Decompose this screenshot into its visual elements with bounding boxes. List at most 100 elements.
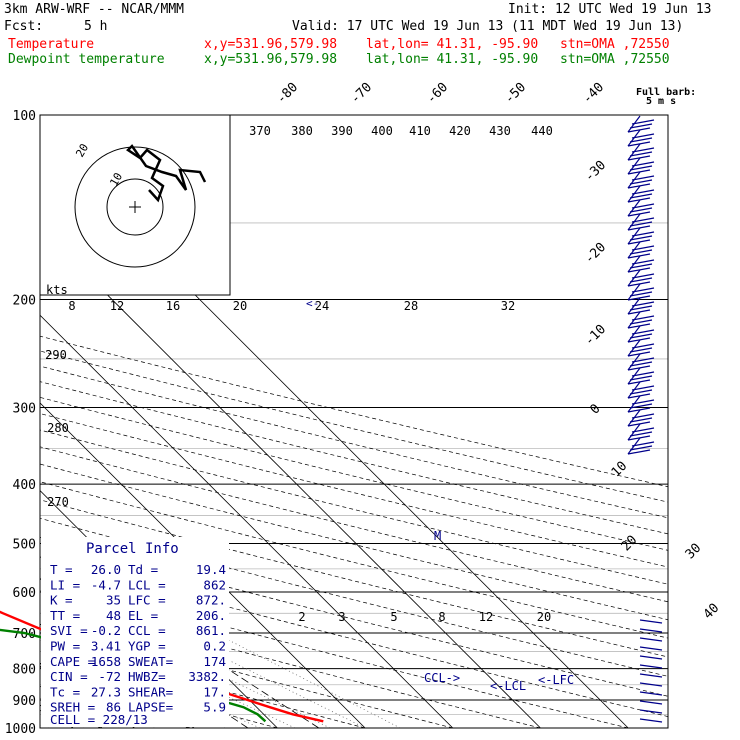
wind-barb-flag <box>629 151 653 157</box>
wind-barb-flag <box>629 193 653 199</box>
hodograph-kts-label: kts <box>46 283 68 297</box>
wind-barb-flag <box>631 427 655 433</box>
wind-barb-low <box>639 628 663 633</box>
pressure-tick-label: 100 <box>13 109 36 124</box>
hodograph-speed-label: 32 <box>501 299 515 313</box>
wind-barb-flag <box>627 407 651 413</box>
wind-barb-flag <box>629 305 653 311</box>
parcel-value: 3382. <box>188 669 226 684</box>
parcel-key: Td = <box>128 562 158 577</box>
wind-barb-flag <box>631 175 655 181</box>
hodograph-speed-label: 28 <box>404 299 418 313</box>
parcel-key: CIN = <box>50 669 88 684</box>
wind-barb-flag <box>629 333 653 339</box>
mixing-ratio-tick-label: 5 <box>390 610 397 624</box>
dry-adiabat-line <box>40 429 668 585</box>
theta-tick-label: 280 <box>47 421 69 435</box>
wind-barb-low <box>639 691 663 696</box>
parcel-value: 0.2 <box>203 639 226 654</box>
dewpoint-latlon: lat,lon= 41.31, -95.90 <box>366 52 539 67</box>
theta-tick-label: 370 <box>249 124 271 138</box>
parcel-key: K = <box>50 593 73 608</box>
parcel-value: 872. <box>196 593 226 608</box>
pressure-tick-label: 500 <box>13 537 36 552</box>
hodograph-speed-label: 20 <box>233 299 247 313</box>
parcel-value: 3.41 <box>91 639 121 654</box>
parcel-value: 35 <box>106 593 121 608</box>
hodograph-trace <box>126 144 207 203</box>
theta-tick-label: 430 <box>489 124 511 138</box>
wind-barb-flag <box>631 133 655 139</box>
hodograph-speed-label: 12 <box>110 299 124 313</box>
theta-tick-label: 380 <box>291 124 313 138</box>
isotherm-tick-label: -50 <box>502 80 529 107</box>
wind-barb-flag <box>629 123 653 129</box>
wind-barb-flag <box>631 161 655 167</box>
parcel-value: 17. <box>203 684 226 699</box>
wind-barb-flag <box>631 329 655 335</box>
parcel-value: 27.3 <box>91 684 121 699</box>
parcel-key: SVI = <box>50 623 88 638</box>
wind-barb-flag <box>627 449 651 455</box>
wind-barb-flag <box>631 189 655 195</box>
parcel-value: 862 <box>203 577 226 592</box>
profile-annotation: CCL-> <box>424 671 460 685</box>
wind-barb-flag <box>631 217 655 223</box>
wind-barb-flag <box>631 301 655 307</box>
pressure-tick-label: 900 <box>13 694 36 709</box>
wind-barb-flag <box>629 137 653 143</box>
temperature-legend: Temperature <box>8 37 95 52</box>
isotherm-tick-label: -30 <box>582 158 609 185</box>
parcel-key: SWEAT= <box>128 654 173 669</box>
dry-adiabat-line <box>40 446 668 603</box>
isotherm-tick-label: 40 <box>701 601 723 623</box>
profile-annotation: M <box>434 529 441 543</box>
hodograph-ring-label: 10 <box>107 171 125 189</box>
isotherm-tick-label: -10 <box>582 322 609 349</box>
wind-barb-flag <box>631 203 655 209</box>
wind-barb-flag <box>631 357 655 363</box>
wind-barb-flag <box>627 239 651 245</box>
isotherm-line <box>40 402 366 728</box>
parcel-key: SREH = <box>50 700 95 715</box>
theta-tick-label: 410 <box>409 124 431 138</box>
fcst-value: 5 h <box>84 19 108 34</box>
parcel-value: 861. <box>196 623 226 638</box>
wind-barb-low <box>639 655 663 660</box>
wind-barb-flag <box>629 235 653 241</box>
wind-barb-flag <box>629 403 653 409</box>
parcel-key: CAPE = <box>50 654 95 669</box>
wind-barb-flag <box>627 169 651 175</box>
parcel-key: LFC = <box>128 593 166 608</box>
wind-barb-flag <box>629 431 653 437</box>
hodograph-speed-label: 24 <box>315 299 329 313</box>
parcel-value: 174 <box>203 654 226 669</box>
wind-barb-flag <box>627 309 651 315</box>
parcel-value: -4.7 <box>91 577 121 592</box>
isotherm-tick-label: 20 <box>619 533 641 555</box>
wind-barb-flag <box>629 347 653 353</box>
pressure-tick-label: 1000 <box>5 722 36 737</box>
wind-barb-flag <box>631 119 655 125</box>
wind-barb-flag <box>631 441 655 447</box>
parcel-key: PW = <box>50 639 80 654</box>
isotherm-tick-label: -60 <box>424 80 451 107</box>
wind-barb-flag <box>631 371 655 377</box>
wind-barb-low <box>639 646 663 651</box>
theta-tick-label: 420 <box>449 124 471 138</box>
mixing-ratio-tick-label: 2 <box>298 610 305 624</box>
wind-barb-low <box>639 673 663 678</box>
pressure-tick-label: 700 <box>13 627 36 642</box>
isotherm-tick-label: -80 <box>274 80 301 107</box>
wind-barb-flag <box>627 211 651 217</box>
wind-barb-low <box>639 709 663 714</box>
parcel-value: 5.9 <box>203 700 226 715</box>
valid-time: Valid: 17 UTC Wed 19 Jun 13 (11 MDT Wed … <box>292 19 684 34</box>
profile-annotation: <-LFC <box>538 673 574 687</box>
wind-barb-flag <box>627 281 651 287</box>
hodograph-ring <box>74 146 196 268</box>
wind-barb-flag <box>631 273 655 279</box>
pressure-tick-label: 400 <box>13 478 36 493</box>
mixing-ratio-tick-label: 12 <box>479 610 493 624</box>
